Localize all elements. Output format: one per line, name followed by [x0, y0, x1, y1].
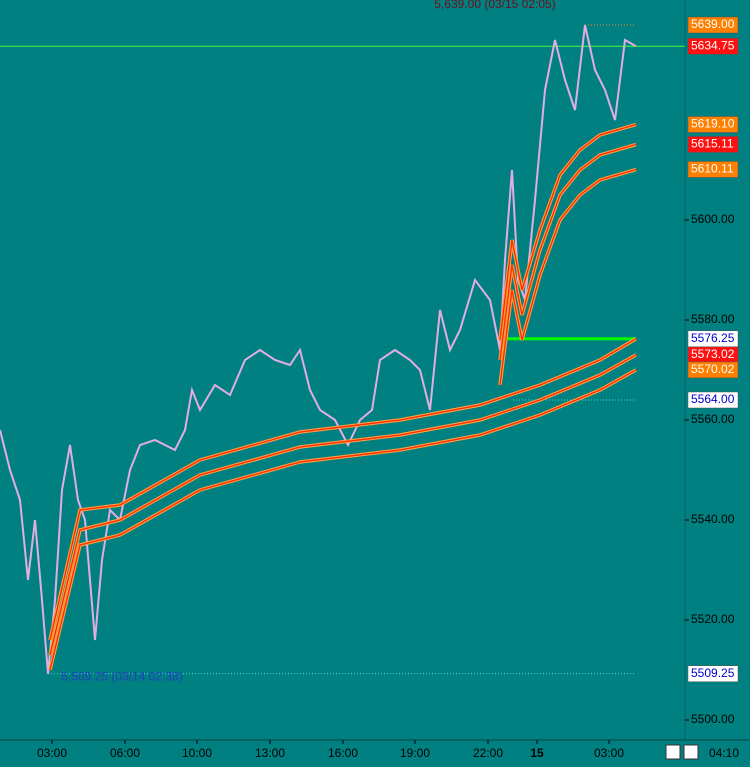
band-line	[499, 123, 637, 341]
y-tick-label: 5560.00	[691, 412, 735, 426]
x-tick-label: 13:00	[255, 746, 285, 760]
price-tag	[687, 361, 739, 379]
price-tag-label: 5619.10	[691, 117, 735, 131]
band-line	[49, 354, 637, 656]
y-tick-label: 5580.00	[691, 312, 735, 326]
price-tag	[687, 391, 739, 409]
price-tag-label: 5573.02	[691, 347, 735, 361]
price-tag	[687, 136, 739, 153]
x-tick-label: 03:00	[594, 746, 624, 760]
price-tag-label: 5610.11	[691, 162, 734, 176]
annotation: 5,509.25 (03/14 02:38)	[61, 670, 182, 684]
price-tag	[687, 161, 739, 178]
band-line	[49, 338, 637, 641]
x-tick-label: 19:00	[400, 746, 430, 760]
y-tick-label: 5540.00	[691, 512, 735, 526]
x-tick-label: 15	[530, 746, 544, 760]
band-line	[499, 168, 637, 386]
price-tag	[687, 16, 739, 34]
x-tick-label: 06:00	[110, 746, 140, 760]
price-tag-label: 5564.00	[691, 392, 735, 406]
price-tag-label: 5509.25	[691, 666, 735, 680]
toolbar-icons[interactable]	[665, 744, 699, 760]
price-line	[0, 24, 637, 674]
y-tick-label: 5520.00	[691, 612, 735, 626]
annotation: 5,639.00 (03/15 02:05)	[434, 0, 555, 11]
price-tag	[687, 665, 739, 682]
x-tick-label: 10:00	[182, 746, 212, 760]
x-tick-label: 03:00	[37, 746, 67, 760]
scale-icon[interactable]	[683, 744, 699, 760]
x-tick-label: 16:00	[328, 746, 358, 760]
y-tick-label: 5500.00	[691, 712, 735, 726]
price-tag	[687, 38, 739, 55]
current-time: 04:10	[709, 746, 739, 760]
price-tag-label: 5639.00	[691, 17, 735, 31]
price-tag	[687, 116, 739, 133]
y-tick-label: 5600.00	[691, 212, 735, 226]
price-tag-label: 5615.11	[691, 137, 734, 151]
price-tag-label: 5634.75	[691, 38, 735, 52]
x-tick-label: 22:00	[473, 746, 503, 760]
price-tag-label: 5570.02	[691, 362, 735, 376]
zoom-icon[interactable]	[665, 744, 681, 760]
band-line	[499, 143, 637, 361]
band-line	[49, 369, 637, 671]
price-tag-label: 5576.25	[691, 331, 735, 345]
